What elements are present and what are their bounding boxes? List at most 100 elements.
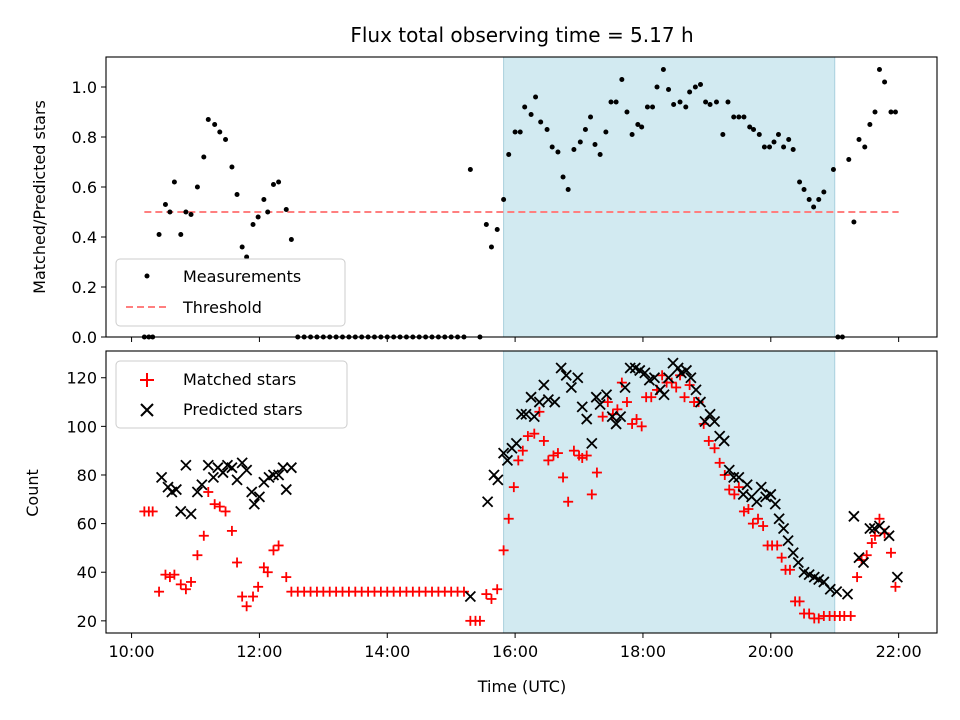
matched-star-marker [538,435,549,446]
legend-measurements-label: Measurements [183,267,301,286]
matched-star-marker [474,615,485,626]
measurement-point [806,197,812,202]
matched-star-marker [724,484,735,495]
measurement-point [577,139,583,145]
matched-star-marker [198,530,209,541]
measurement-point [731,114,737,120]
measurement-point [736,114,742,120]
predicted-star-marker [191,486,204,498]
measurement-point [856,137,862,142]
measurement-point [588,114,594,120]
matched-star-marker [563,496,574,507]
measurement-point [786,137,792,142]
matched-star-marker [508,482,519,493]
count-legend-box [115,360,348,429]
predicted-star-marker [718,435,730,447]
matched-star-marker [591,467,602,478]
y-tick-label: 100 [66,417,97,436]
measurement-point [882,79,888,85]
measurement-point [775,132,781,137]
measurement-point [767,144,773,150]
matched-star-marker [784,564,795,575]
measurement-point [517,129,523,135]
y-tick-label: 1.0 [72,78,97,97]
measurement-point [538,119,544,125]
predicted-star-marker [236,457,248,469]
measurement-point [229,164,235,170]
measurement-point [205,117,211,122]
predicted-star-marker [755,481,767,493]
matched-star-marker [758,521,769,532]
measurement-point [261,197,267,202]
predicted-star-marker [515,408,528,420]
predicted-star-points [155,357,904,603]
predicted-star-marker [699,415,711,428]
predicted-star-marker [542,393,554,406]
measurement-point [830,167,836,172]
measurement-point [544,127,550,132]
predicted-star-marker [226,462,238,474]
matched-star-marker [885,547,896,558]
measurement-point [560,174,566,180]
matched-star-points [139,370,901,626]
matched-star-marker [874,513,885,524]
matched-star-marker [232,557,243,568]
matched-star-marker [503,513,514,524]
predicted-star-marker [824,583,836,595]
predicted-star-marker [501,454,514,467]
matched-star-marker [458,586,469,597]
measurement-point [703,99,709,105]
measurement-point [178,232,184,237]
measurement-point [276,179,282,185]
predicted-star-marker [782,534,794,547]
measurement-point [790,147,796,152]
predicted-star-marker [594,398,606,411]
y-tick-label: 40 [77,563,97,582]
matched-star-marker [262,567,273,578]
predicted-star-marker [231,474,243,486]
predicted-star-marker [857,556,870,569]
measurement-point [194,184,200,190]
measurement-point [488,244,494,250]
predicted-star-marker [883,530,895,542]
x-tick-label: 12:00 [236,642,282,661]
predicted-star-marker [600,389,613,401]
matched-star-marker [743,504,754,515]
measurement-point [862,144,868,150]
predicted-star-marker [280,483,292,496]
predicted-star-marker [528,411,540,423]
matched-star-marker [241,601,252,612]
predicted-star-marker [464,590,476,603]
ratio-legend-box [115,258,346,327]
predicted-star-marker [207,471,220,484]
measurement-point [156,232,162,237]
measurement-point [265,209,271,215]
predicted-star-marker [831,586,843,598]
measurement-point [582,127,588,132]
predicted-star-marker [672,362,684,374]
measurement-point [555,149,561,155]
matched-star-marker [627,418,638,429]
count-panel: 20 40 60 80 100 120 10:00 12:00 14:00 16:00 18:00… [23,350,938,696]
measurement-point [171,179,177,185]
predicted-star-marker [175,505,187,518]
count-y-axis-label: Count [23,469,42,517]
count-y-ticks: 20 40 60 80 100 120 [66,369,106,631]
y-tick-label: 0.8 [72,128,97,147]
matched-star-marker [729,489,740,500]
measurement-point [270,182,276,187]
measurement-point [494,227,500,232]
y-tick-label: 80 [77,466,97,485]
matched-star-marker [714,457,725,468]
measurement-point [821,189,827,195]
ratio-axes-frame [105,56,938,338]
measurement-point [635,122,641,127]
matched-star-marker [273,540,284,551]
measurement-point [692,84,698,90]
x-tick-label: 10:00 [109,642,155,661]
predicted-star-marker [246,486,258,498]
predicted-star-marker [525,391,537,403]
predicted-star-marker [180,459,192,471]
predicted-star-marker [769,498,781,510]
predicted-star-marker [492,474,504,486]
